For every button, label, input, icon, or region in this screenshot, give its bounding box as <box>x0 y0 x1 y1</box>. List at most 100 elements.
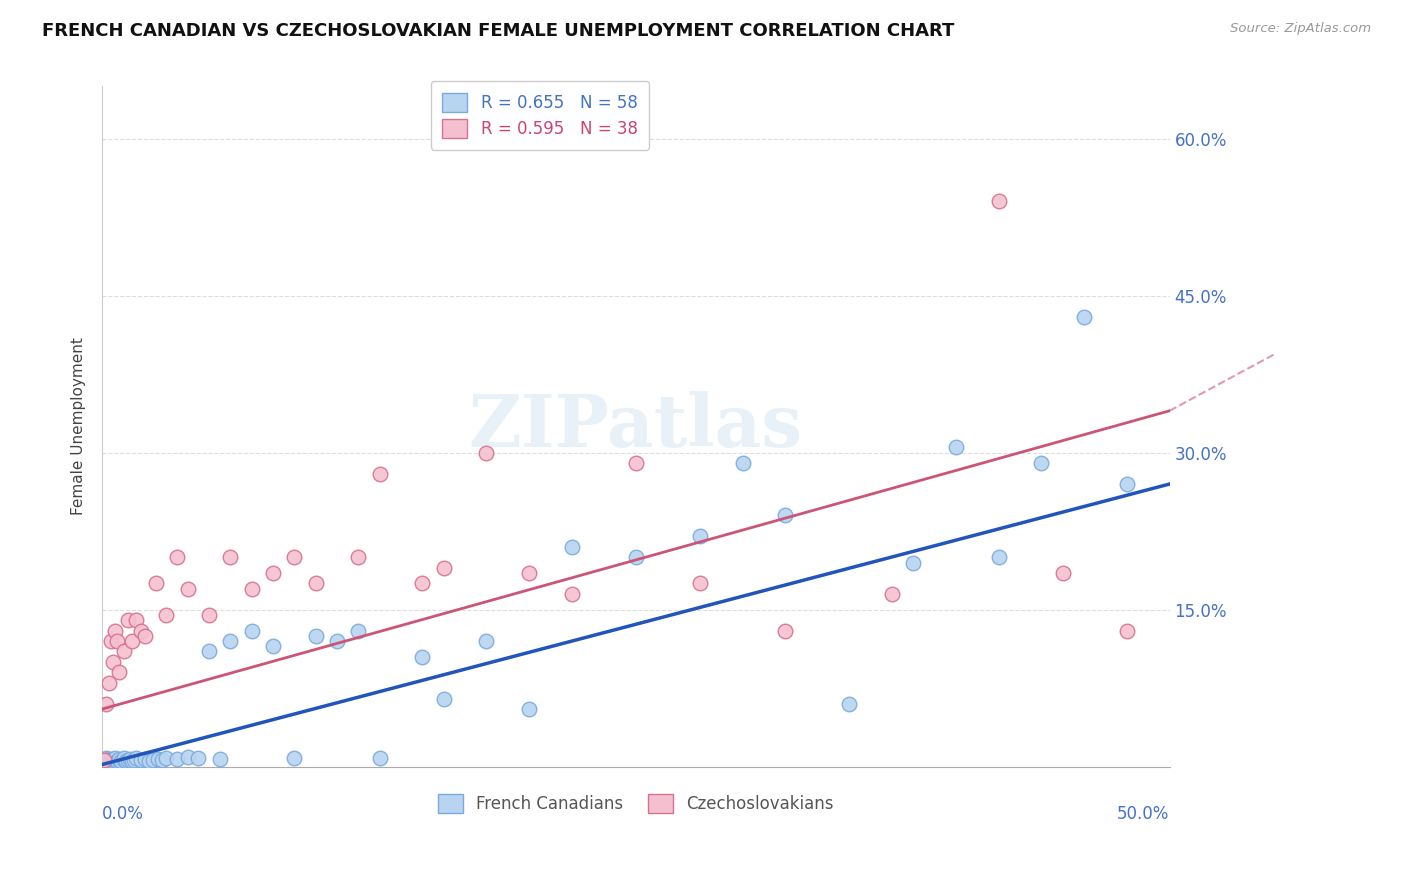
Point <box>97 755 120 769</box>
Point <box>775 624 797 638</box>
Point <box>347 624 370 638</box>
Point <box>219 634 242 648</box>
Point <box>283 550 305 565</box>
Legend: French Canadians, Czechoslovakians: French Canadians, Czechoslovakians <box>432 787 841 820</box>
Point <box>96 753 118 767</box>
Point <box>1115 477 1137 491</box>
Point <box>93 755 115 769</box>
Point <box>1073 310 1095 324</box>
Point <box>1115 624 1137 638</box>
Point <box>475 445 498 459</box>
Point <box>689 576 711 591</box>
Point <box>305 629 328 643</box>
Point <box>125 613 148 627</box>
Point <box>731 456 754 470</box>
Point <box>517 702 540 716</box>
Point <box>104 751 127 765</box>
Point <box>240 582 263 596</box>
Point <box>368 467 391 481</box>
Point <box>134 629 156 643</box>
Point <box>903 556 925 570</box>
Point <box>945 441 967 455</box>
Point <box>112 753 135 767</box>
Point <box>118 752 141 766</box>
Point <box>122 753 145 767</box>
Point <box>112 751 135 765</box>
Point <box>262 566 284 580</box>
Text: 0.0%: 0.0% <box>103 805 143 823</box>
Point <box>105 634 128 648</box>
Point <box>166 752 188 766</box>
Point <box>411 649 433 664</box>
Point <box>624 550 647 565</box>
Point <box>326 634 349 648</box>
Point <box>305 576 328 591</box>
Point <box>368 751 391 765</box>
Point <box>121 634 143 648</box>
Point <box>117 753 139 767</box>
Point <box>108 752 131 766</box>
Point <box>125 751 148 765</box>
Point <box>240 624 263 638</box>
Point <box>347 550 370 565</box>
Point <box>187 751 209 765</box>
Text: Source: ZipAtlas.com: Source: ZipAtlas.com <box>1230 22 1371 36</box>
Point <box>96 751 118 765</box>
Point <box>198 607 221 622</box>
Point <box>155 607 177 622</box>
Text: ZIPatlas: ZIPatlas <box>468 391 803 462</box>
Text: 50.0%: 50.0% <box>1118 805 1170 823</box>
Point <box>145 576 167 591</box>
Y-axis label: Female Unemployment: Female Unemployment <box>72 337 86 516</box>
Point <box>104 753 127 767</box>
Point <box>108 665 131 680</box>
Point <box>138 755 160 769</box>
Point <box>134 752 156 766</box>
Point <box>101 752 124 766</box>
Point <box>166 550 188 565</box>
Point <box>262 639 284 653</box>
Point <box>176 582 198 596</box>
Point <box>987 194 1010 209</box>
Point <box>101 755 124 769</box>
Point <box>775 508 797 523</box>
Point <box>100 634 122 648</box>
Point <box>93 753 115 767</box>
Point <box>1052 566 1074 580</box>
Point <box>97 676 120 690</box>
Point <box>176 750 198 764</box>
Point <box>101 655 124 669</box>
Point <box>114 755 136 769</box>
Point <box>198 644 221 658</box>
Point <box>142 753 165 767</box>
Point <box>105 755 128 769</box>
Point <box>219 550 242 565</box>
Point <box>433 560 456 574</box>
Point <box>112 644 135 658</box>
Point <box>117 613 139 627</box>
Point <box>155 751 177 765</box>
Point <box>561 540 583 554</box>
Point <box>1031 456 1053 470</box>
Point <box>433 691 456 706</box>
Point <box>129 624 152 638</box>
Point <box>475 634 498 648</box>
Point <box>208 752 231 766</box>
Point <box>283 751 305 765</box>
Point <box>624 456 647 470</box>
Text: FRENCH CANADIAN VS CZECHOSLOVAKIAN FEMALE UNEMPLOYMENT CORRELATION CHART: FRENCH CANADIAN VS CZECHOSLOVAKIAN FEMAL… <box>42 22 955 40</box>
Point <box>129 753 152 767</box>
Point <box>110 755 132 769</box>
Point <box>96 697 118 711</box>
Point <box>838 697 860 711</box>
Point <box>104 624 127 638</box>
Point <box>517 566 540 580</box>
Point <box>987 550 1010 565</box>
Point <box>150 753 173 767</box>
Point <box>689 529 711 543</box>
Point <box>411 576 433 591</box>
Point <box>121 755 143 769</box>
Point <box>100 753 122 767</box>
Point <box>146 752 169 766</box>
Point <box>108 753 131 767</box>
